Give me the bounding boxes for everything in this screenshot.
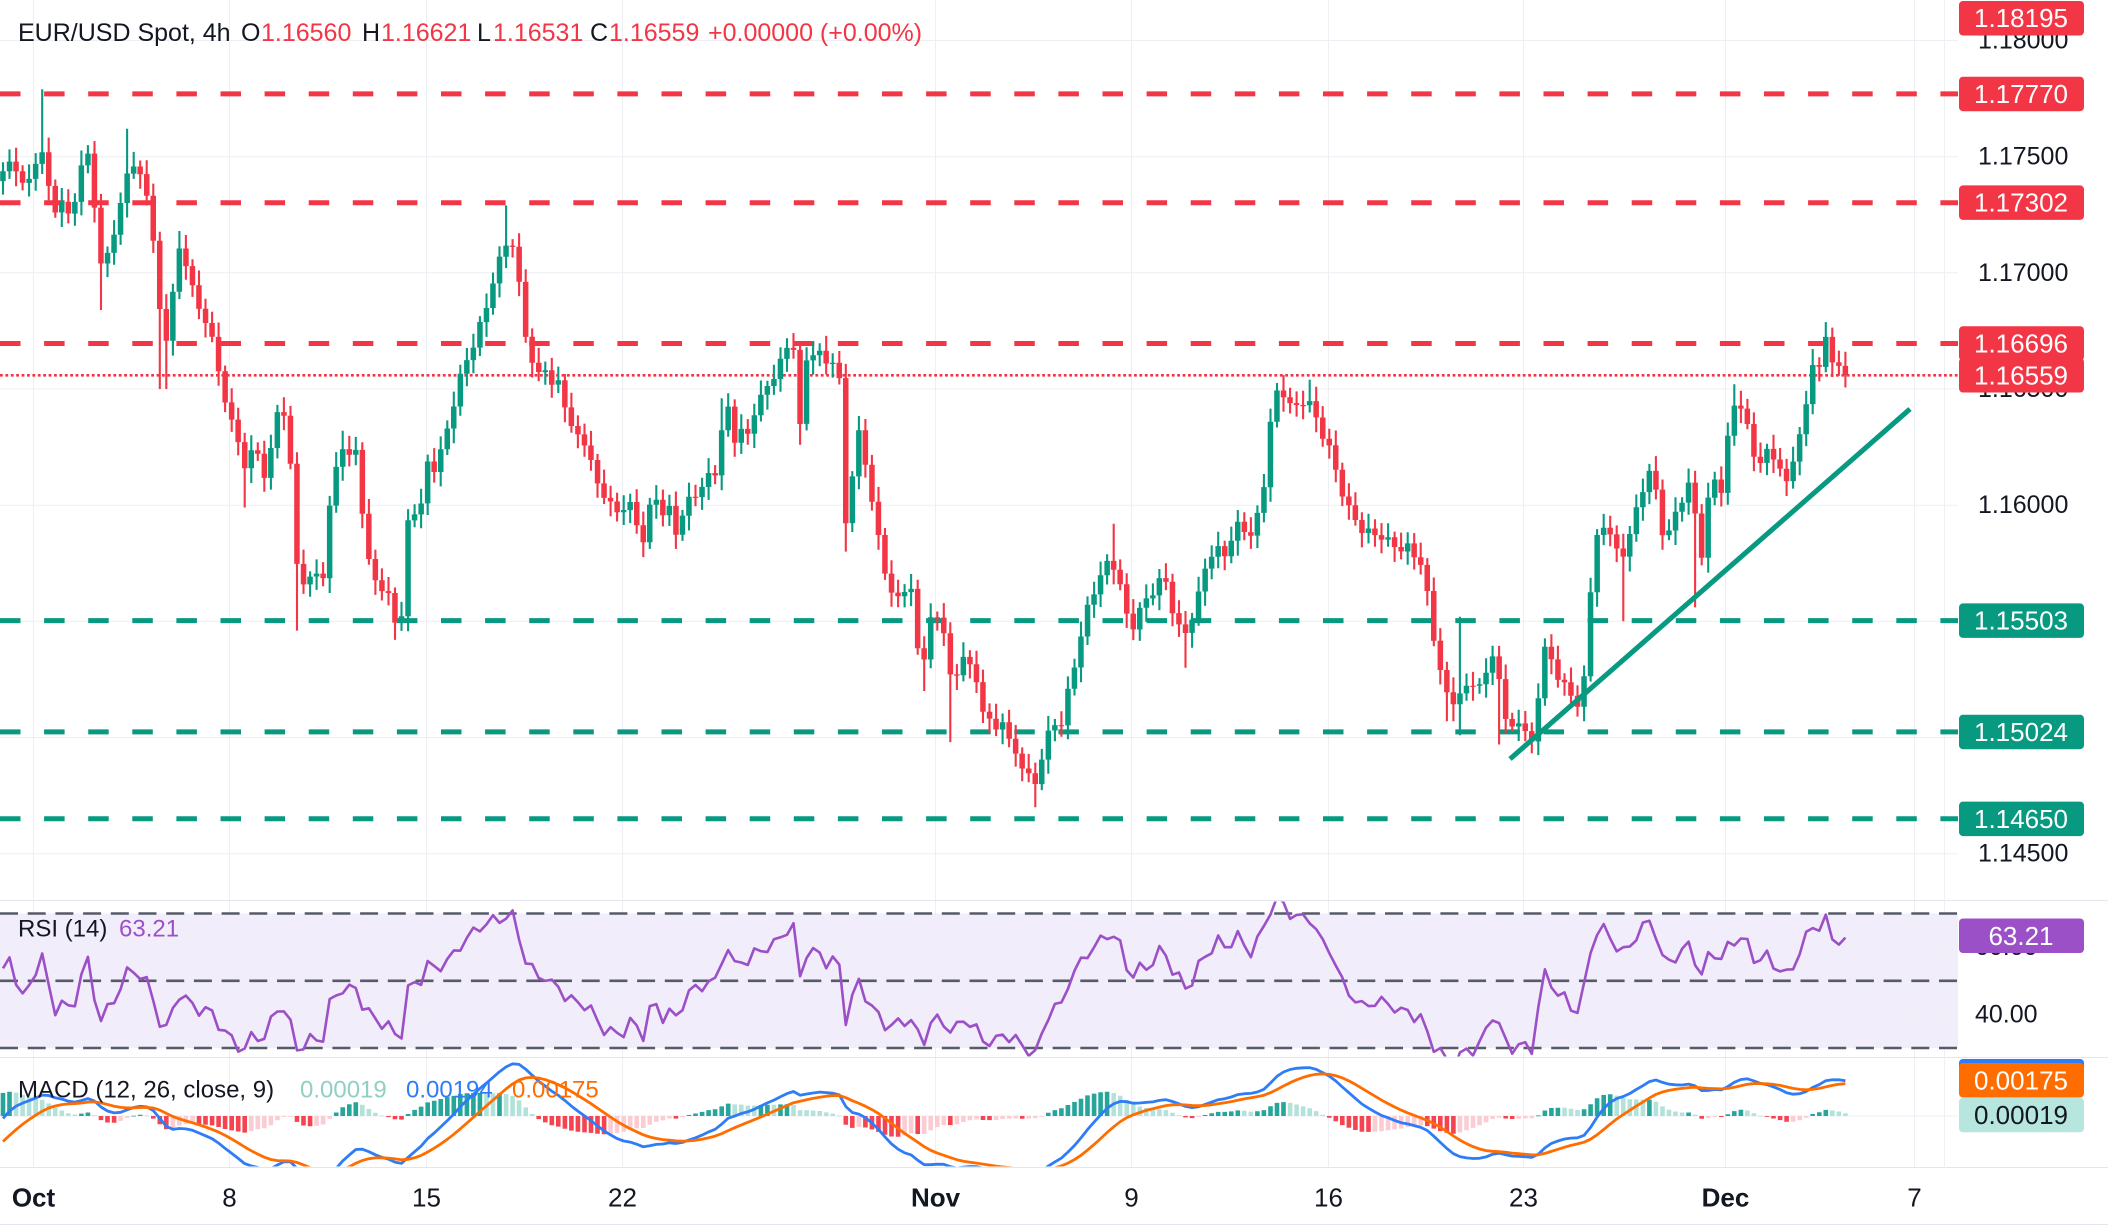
svg-text:1.16000: 1.16000 (1978, 491, 2068, 519)
svg-text:1.17500: 1.17500 (1978, 143, 2068, 171)
svg-text:9: 9 (1124, 1183, 1138, 1213)
svg-text:1.15503: 1.15503 (1974, 606, 2068, 636)
svg-text:0.00194: 0.00194 (406, 1077, 493, 1104)
svg-text:1.15024: 1.15024 (1974, 717, 2068, 747)
svg-text:MACD (12, 26, close, 9): MACD (12, 26, close, 9) (18, 1077, 274, 1104)
svg-text:15: 15 (412, 1183, 441, 1213)
svg-text:0.00175: 0.00175 (512, 1077, 599, 1104)
svg-text:0.00019: 0.00019 (300, 1077, 387, 1104)
svg-text:16: 16 (1314, 1183, 1343, 1213)
svg-text:8: 8 (222, 1183, 236, 1213)
svg-text:0.00175: 0.00175 (1974, 1065, 2068, 1095)
svg-text:Dec: Dec (1702, 1183, 1750, 1213)
svg-text:1.17770: 1.17770 (1974, 79, 2068, 109)
svg-text:22: 22 (608, 1183, 637, 1213)
svg-text:23: 23 (1509, 1183, 1538, 1213)
svg-text:Nov: Nov (911, 1183, 961, 1213)
svg-text:1.18195: 1.18195 (1974, 3, 2068, 33)
svg-text:40.00: 40.00 (1975, 1000, 2038, 1028)
svg-text:Oct: Oct (12, 1183, 56, 1213)
svg-text:RSI (14): RSI (14) (18, 916, 107, 943)
svg-text:7: 7 (1907, 1183, 1921, 1213)
svg-text:1.14500: 1.14500 (1978, 840, 2068, 868)
svg-text:1.14650: 1.14650 (1974, 804, 2068, 834)
svg-text:1.17000: 1.17000 (1978, 259, 2068, 287)
svg-text:63.21: 63.21 (119, 916, 179, 943)
svg-text:1.16559: 1.16559 (1974, 360, 2068, 390)
svg-text:63.21: 63.21 (1988, 921, 2053, 951)
svg-text:0.00019: 0.00019 (1974, 1100, 2068, 1130)
svg-text:1.17302: 1.17302 (1974, 188, 2068, 218)
svg-text:1.16696: 1.16696 (1974, 329, 2068, 359)
svg-text:EUR/USD Spot, 4h: EUR/USD Spot, 4h (18, 19, 231, 47)
